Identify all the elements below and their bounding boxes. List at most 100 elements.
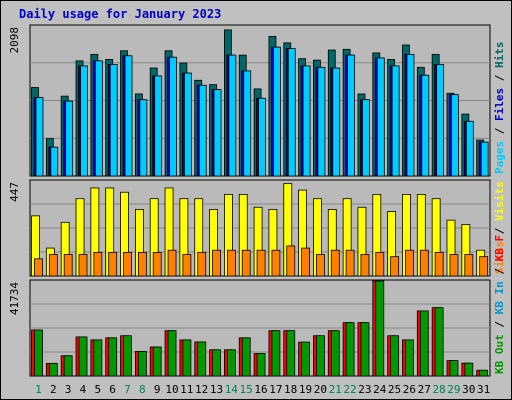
kbout-bar — [241, 337, 251, 377]
pages-bar — [391, 65, 400, 177]
kbout-bar — [390, 335, 400, 377]
sites-bar — [212, 249, 221, 277]
legend-separator: / — [493, 261, 506, 281]
pages-bar — [273, 46, 281, 177]
sites-bar — [93, 251, 103, 277]
sites-bar — [48, 254, 58, 277]
day-label: 24 — [373, 383, 387, 396]
sites-bar — [108, 251, 118, 277]
sites-bar — [63, 254, 73, 277]
day-label: 5 — [94, 383, 101, 396]
legend-entry: Sites — [493, 241, 506, 274]
sites-bar — [241, 249, 251, 277]
kbout-bar — [197, 341, 207, 377]
legend-separator: / — [493, 68, 506, 88]
day-label: 22 — [343, 383, 356, 396]
pages-bar — [65, 100, 74, 177]
sites-bar — [256, 249, 266, 277]
kbout-bar — [434, 307, 444, 377]
day-label: 28 — [432, 383, 445, 396]
kbout-bar — [464, 362, 474, 377]
sites-bar — [301, 247, 310, 277]
pages-bar — [287, 48, 296, 177]
kbout-bar — [152, 346, 162, 377]
sites-bar — [167, 249, 177, 277]
day-label: 15 — [240, 383, 253, 396]
sites-bar — [197, 251, 207, 277]
day-label: 11 — [180, 383, 193, 396]
sites-bar — [227, 249, 236, 277]
pages-bar — [451, 94, 459, 177]
day-label: 25 — [388, 383, 401, 396]
pages-bar — [480, 141, 489, 177]
day-label: 23 — [358, 383, 371, 396]
sites-bar — [316, 254, 325, 277]
pages-bar — [317, 66, 326, 177]
day-label: 13 — [210, 383, 223, 396]
kbout-bar — [227, 349, 236, 377]
pages-bar — [139, 99, 148, 177]
day-label: 27 — [418, 383, 431, 396]
day-label: 16 — [254, 383, 267, 396]
sites-bar — [182, 254, 192, 277]
kbout-bar — [93, 339, 103, 377]
sites-bar — [405, 249, 414, 277]
kbout-bar — [182, 339, 192, 377]
day-label: 26 — [403, 383, 416, 396]
chart-title: Daily usage for January 2023 — [19, 7, 222, 21]
day-label: 1 — [35, 383, 42, 396]
sites-bar — [330, 249, 340, 277]
sites-bar — [449, 254, 459, 277]
sites-bar — [137, 251, 147, 277]
day-label: 17 — [269, 383, 282, 396]
legend-separator: / — [493, 121, 506, 141]
pages-bar — [94, 60, 103, 177]
day-label: 10 — [165, 383, 178, 396]
day-label: 21 — [329, 383, 342, 396]
pages-bar — [243, 70, 252, 177]
pages-bar — [421, 74, 430, 177]
panel-3-ymax-label: 41734 — [8, 282, 21, 315]
sites-bar — [375, 251, 385, 277]
kbout-bar — [34, 329, 43, 377]
kbout-bar — [419, 310, 429, 377]
pages-bar — [376, 57, 385, 177]
kbout-bar — [375, 280, 385, 377]
pages-bar — [183, 72, 192, 177]
panel-2-legend: Sites / Visits — [493, 181, 506, 274]
sites-bar — [390, 256, 400, 277]
sites-bar — [434, 251, 444, 277]
day-label: 20 — [314, 383, 327, 396]
day-label: 18 — [284, 383, 297, 396]
kbout-bar — [167, 330, 177, 377]
pages-bar — [154, 75, 163, 177]
sites-bar — [464, 254, 474, 277]
sites-bar — [271, 249, 281, 277]
pages-bar — [406, 53, 415, 177]
pages-bar — [228, 54, 237, 177]
day-label: 29 — [447, 383, 460, 396]
sites-bar — [360, 254, 370, 277]
pages-bar — [347, 54, 356, 177]
kbout-bar — [330, 330, 340, 377]
kbout-bar — [48, 362, 58, 377]
day-label: 8 — [139, 383, 146, 396]
panel-1-ymax-label: 2098 — [8, 27, 21, 54]
kbout-bar — [123, 335, 132, 377]
day-label: 19 — [299, 383, 312, 396]
pages-bar — [50, 146, 59, 177]
kbout-bar — [316, 335, 325, 377]
legend-entry: KB Out — [493, 334, 506, 374]
sites-bar — [123, 251, 132, 277]
kbout-bar — [405, 339, 414, 377]
pages-bar — [436, 64, 445, 177]
day-label: 4 — [80, 383, 87, 396]
kbout-bar — [479, 369, 489, 377]
pages-bar — [302, 65, 311, 177]
legend-entry: Hits — [493, 42, 506, 69]
pages-bar — [124, 55, 133, 177]
sites-bar — [78, 254, 88, 277]
panel-3-legend: KB Out / KB In / KB F — [493, 235, 506, 374]
day-label: 12 — [195, 383, 208, 396]
